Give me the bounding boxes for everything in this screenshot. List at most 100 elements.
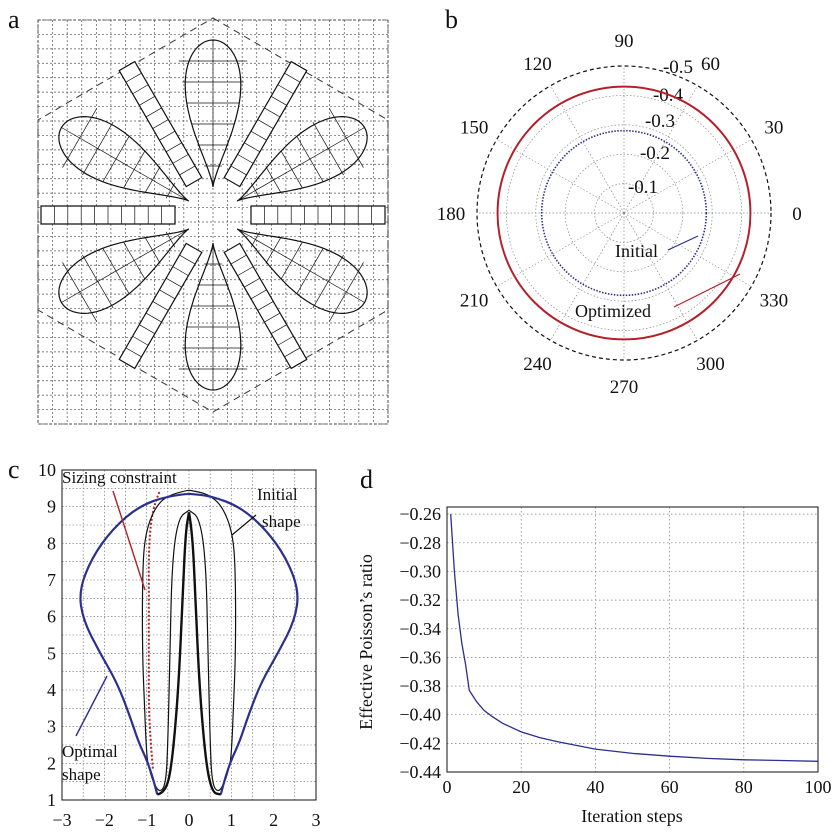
arm-mesh [179, 165, 196, 176]
arm-mesh [284, 347, 301, 358]
y-tick-label: 10 [38, 460, 56, 480]
optimized-arrow [673, 273, 741, 308]
annotation-initial: Initial [257, 485, 298, 504]
arm-mesh [159, 130, 176, 141]
initial-shape-curve [141, 489, 237, 792]
petal [236, 115, 368, 202]
arm-mesh [125, 72, 142, 83]
dashed-diamond [37, 17, 389, 413]
angle-tick-label: 180 [437, 204, 466, 225]
arm-mesh [152, 119, 169, 129]
y-tick-label: −0.36 [399, 647, 441, 667]
radial-tick-label: -0.1 [628, 177, 658, 198]
arm-mesh [270, 324, 287, 334]
y-tick-label: 9 [47, 497, 56, 517]
polar-spoke [496, 139, 625, 214]
poisson-ratio-line [450, 514, 819, 762]
petal [236, 228, 368, 315]
petal [58, 228, 190, 315]
arm-mesh [172, 266, 189, 276]
arm-mesh [172, 154, 189, 164]
arm-mesh [264, 107, 281, 118]
petal-midline [237, 127, 365, 202]
polar-spoke [623, 212, 698, 341]
arm-mesh [165, 142, 182, 153]
angle-tick-label: 150 [460, 118, 489, 139]
arm-mesh [132, 335, 149, 346]
plot-frame [446, 506, 819, 773]
arm-mesh [257, 119, 274, 129]
arm-mesh [270, 96, 287, 106]
panel-label-b: b [445, 5, 458, 34]
series-optimized [496, 85, 752, 341]
petal [58, 115, 190, 202]
x-tick-label: 20 [512, 777, 530, 797]
arm-mesh [145, 107, 162, 118]
initial-arrow [231, 514, 257, 536]
x-tick-label: 80 [735, 777, 753, 797]
angle-tick-label: 120 [523, 54, 552, 75]
inner-shape-curve [156, 511, 222, 796]
x-tick-label: −1 [137, 810, 156, 830]
angle-tick-label: 240 [523, 354, 552, 375]
petal-midline [61, 228, 189, 303]
x-tick-label: 0 [443, 777, 452, 797]
x-tick-label: 1 [227, 810, 236, 830]
legend-optimized: Optimized [575, 301, 651, 321]
annotation-sizing: Sizing constraint [62, 468, 177, 487]
polar-spoke [623, 85, 698, 214]
x-tick-label: −3 [52, 810, 71, 830]
y-tick-label: 1 [47, 790, 56, 810]
plot-frame [61, 469, 317, 801]
arm-mesh [244, 277, 261, 288]
sizing-arrow [112, 490, 146, 591]
y-tick-label: 7 [47, 570, 56, 590]
petal-midline [237, 228, 365, 303]
y-tick-label: 3 [47, 717, 56, 737]
initial-arrow [667, 235, 699, 251]
y-tick-label: 4 [47, 680, 56, 700]
radial-tick-label: -0.5 [663, 57, 693, 78]
arm-mesh [179, 254, 196, 265]
y-axis-label: Effective Poisson’s ratio [356, 554, 376, 730]
arm-mesh [264, 312, 281, 323]
arm-mesh [125, 347, 142, 358]
polar-spoke [623, 139, 752, 214]
angle-tick-label: 270 [610, 377, 639, 398]
y-tick-label: −0.40 [399, 705, 441, 725]
y-tick-label: −0.28 [399, 533, 441, 553]
annotation-initial-shape: shape [262, 512, 301, 531]
angle-tick-label: 30 [764, 118, 783, 139]
x-tick-label: 40 [586, 777, 604, 797]
angle-tick-label: 330 [760, 291, 789, 312]
y-tick-label: 6 [47, 607, 56, 627]
arm-mesh [139, 324, 156, 334]
arm-mesh [277, 84, 294, 95]
polar-spoke [550, 85, 625, 214]
y-tick-label: 2 [47, 753, 56, 773]
arm-mesh [250, 289, 267, 300]
x-tick-label: −2 [95, 810, 114, 830]
arm-mesh [132, 84, 149, 95]
radial-tick-label: -0.2 [640, 143, 670, 164]
arm-mesh [152, 301, 169, 311]
polar-ring [506, 95, 742, 331]
arm-mesh [284, 72, 301, 83]
y-tick-label: −0.34 [399, 619, 441, 639]
annotation-optimal: Optimal [62, 742, 118, 761]
sizing-constraint-curve [147, 491, 161, 771]
polar-ring [476, 65, 772, 361]
y-tick-label: −0.42 [399, 733, 441, 753]
convergence-plot: 0 20 40 60 80 100 −0.26 −0.28 −0.30 −0.32 −0.34 −0.… [356, 504, 832, 826]
legend-initial: Initial [615, 241, 658, 261]
optimal-arrow [75, 675, 108, 737]
polar-plot: 0 30 60 90 120 150 180 210 240 270 300 330 -0.1 -0.2… [437, 31, 802, 398]
x-tick-label: 2 [269, 810, 278, 830]
angle-tick-label: 0 [792, 204, 802, 225]
series-initial [540, 129, 708, 297]
arm-mesh [237, 266, 254, 276]
panel-label-a: a [8, 5, 20, 34]
radial-tick-label: -0.3 [645, 111, 675, 132]
angle-tick-label: 300 [696, 354, 725, 375]
